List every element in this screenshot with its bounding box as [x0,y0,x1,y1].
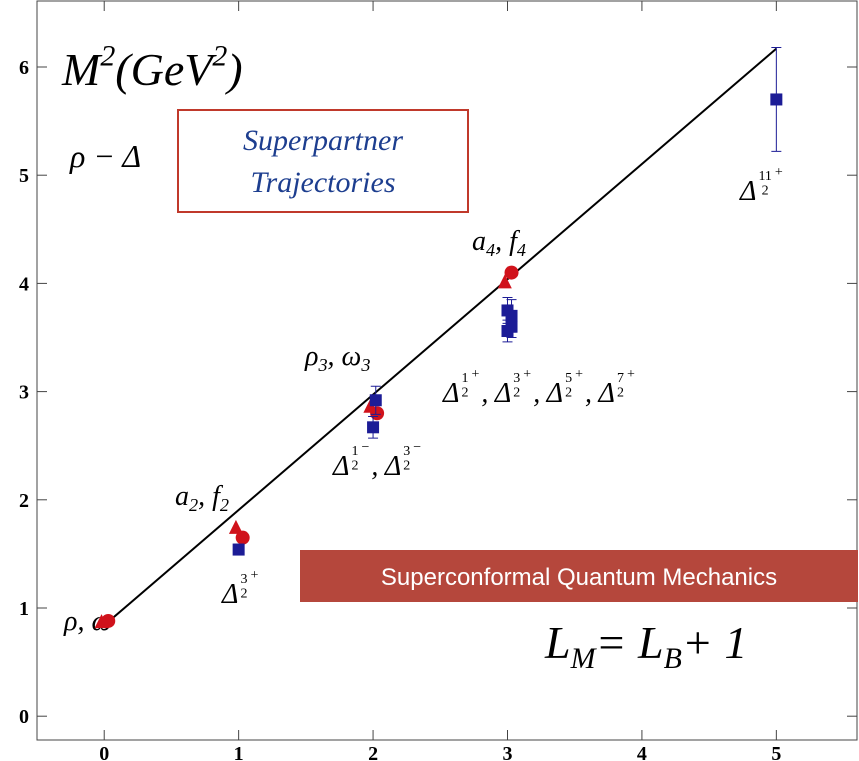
annotation-run: B [664,642,682,675]
annotation-run: + 1 [682,617,748,668]
x-tick-label: 3 [502,743,512,761]
box-text: Trajectories [250,166,395,199]
x-tick-label: 4 [637,743,647,761]
annotation-num: 1 [351,444,358,459]
annotation-run: 2 [220,495,229,515]
meson-point [101,613,116,628]
annotation-run: ρ [304,341,318,372]
y-tick-label: 6 [19,57,29,79]
frame [36,0,858,741]
annotation-num: 3 [240,572,247,587]
y-tick-label: 0 [19,706,29,728]
annotation-run: , Δ [481,378,511,409]
annotation-run: 4 [517,240,526,260]
annotation-run: Δ [221,579,238,610]
banner-text: Superconformal Quantum Mechanics [381,564,777,591]
annotation-sign: + [575,367,583,382]
annotation: ρ − Δ [69,138,141,174]
annotation-run: 3 [317,355,327,375]
annotation: Δ 112 + [739,165,783,207]
annotation-den: 2 [565,385,572,400]
title-run: ) [224,44,242,95]
y-tick-label: 3 [19,382,29,404]
annotation-den: 2 [403,458,410,473]
annotation-num: 7 [617,371,624,386]
annotation-run: , Δ [585,378,615,409]
annotation-run: , Δ [371,451,401,482]
annotation-run: , f [495,226,520,257]
baryon-point [505,309,518,322]
banner [300,550,858,602]
y-tick-label: 1 [19,598,29,620]
annotation-den: 2 [240,586,247,601]
annotation: Δ 32+ [221,568,258,610]
annotation-run: , Δ [533,378,563,409]
annotation-sign: − [361,440,369,455]
annotation-run: , ω [328,341,362,372]
annotation-run: Δ [442,378,459,409]
x-tick-label: 0 [99,743,109,761]
annotation-den: 2 [351,458,358,473]
annotation-num: 3 [403,444,410,459]
annotation-den: 2 [513,385,520,400]
annotation-sign: + [627,367,635,382]
title-run: 2 [100,40,115,73]
annotation-run: a [175,481,189,512]
x-tick-label: 2 [368,743,378,761]
x-tick-label: 1 [234,743,244,761]
annotation-run: Δ [332,451,349,482]
meson-point [228,519,243,534]
annotation-run: ρ − Δ [69,138,141,174]
annotation-run: L [544,617,571,668]
title-run: M [61,44,103,95]
meson-point [235,530,250,545]
annotation-sign: + [775,165,783,180]
meson-point [370,406,385,421]
annotation: Δ 12−, Δ 32− [332,440,421,482]
annotation-run: Δ [739,176,756,207]
annotation-num: 3 [513,371,520,386]
annotation-run: a [472,226,486,257]
label-box [177,109,469,213]
annotation-den: 2 [762,183,769,198]
baryon-point [232,543,245,556]
annotation-run: M [570,642,598,675]
annotation-den: 2 [461,385,468,400]
annotation-sign: − [413,440,421,455]
annotation-sign: + [523,367,531,382]
title-run: (GeV [115,44,217,95]
annotation-run: 3 [360,355,370,375]
y-tick-label: 5 [19,165,29,187]
annotation-run: 2 [189,495,198,515]
annotation-sign: + [250,568,258,583]
baryon-point [770,93,783,106]
y-tick-label: 2 [19,490,29,512]
annotation-den: 2 [617,385,624,400]
annotation-num: 5 [565,371,572,386]
trajectory-line [103,47,777,627]
box-text: Superpartner [243,124,403,157]
baryon-point [367,421,380,434]
x-tick-label: 5 [771,743,781,761]
annotation-run: , f [198,481,223,512]
meson-point [497,274,512,289]
annotation-num: 11 [758,169,771,184]
annotation-run: = L [596,617,664,668]
baryon-point [369,394,382,407]
annotation-num: 1 [461,371,468,386]
annotation: Δ 12+, Δ 32+, Δ 52+, Δ 72+ [442,367,635,409]
title-run: 2 [212,40,227,73]
meson-point [504,265,519,280]
annotation-sign: + [471,367,479,382]
annotation-run: 4 [486,240,495,260]
y-tick-label: 4 [19,273,29,295]
